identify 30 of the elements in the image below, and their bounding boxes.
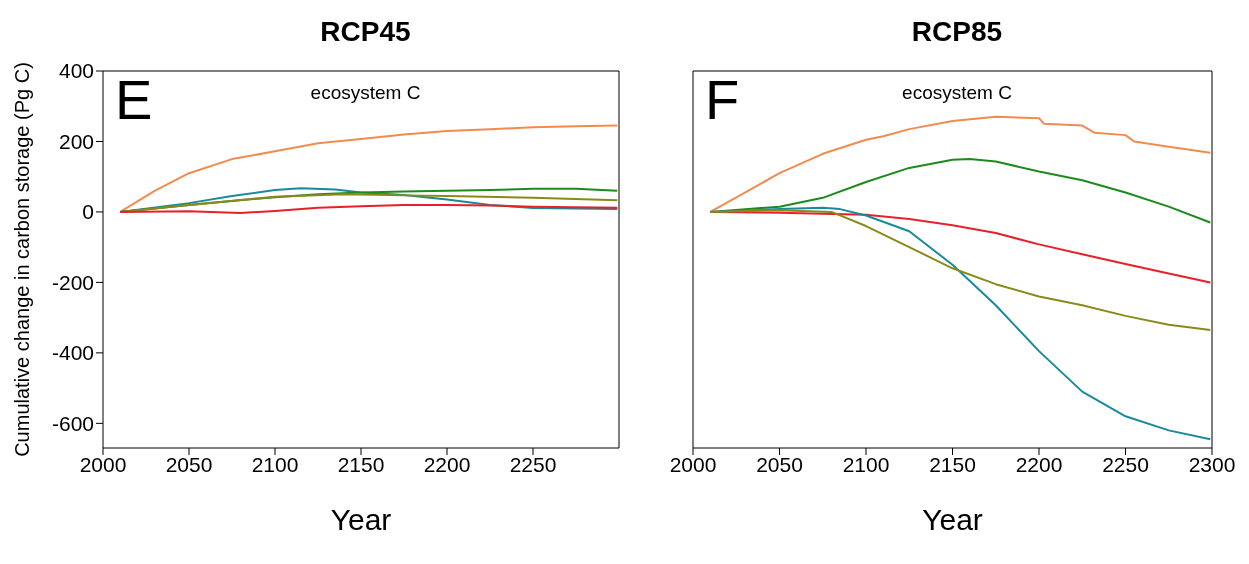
chart-title: RCP45 (319, 16, 412, 48)
x-tick-label: 2300 (1188, 452, 1236, 476)
x-tick-label: 2100 (842, 452, 890, 476)
y-tick-label: -200 (51, 270, 94, 294)
y-axis-title: Cumulative change in carbon storage (Pg C) (11, 62, 34, 457)
x-tick-label: 2100 (251, 452, 299, 476)
y-tick-label: 0 (82, 200, 94, 224)
x-tick-label: 2150 (929, 452, 976, 476)
x-tick-label: 2200 (423, 452, 471, 476)
x-axis-title: Year (922, 503, 983, 536)
y-tick-label: -400 (51, 341, 94, 365)
chart-title: RCP85 (910, 16, 1004, 48)
x-tick-label: 2000 (79, 452, 127, 476)
annotation: ecosystem C (902, 82, 1012, 103)
x-tick-label: 2200 (1015, 452, 1063, 476)
annotation: F (705, 68, 740, 131)
annotation: ecosystem C (310, 82, 421, 103)
x-tick-label: 2000 (669, 452, 717, 476)
x-axis-title: Year (330, 503, 392, 536)
x-tick-label: 2050 (165, 452, 213, 476)
line-series (119, 124, 619, 213)
line-series (119, 203, 619, 214)
annotation: E (115, 68, 153, 131)
y-tick-label: -600 (51, 411, 94, 435)
x-tick-label: 2250 (509, 452, 557, 476)
x-tick-label: 2250 (1102, 452, 1149, 476)
y-tick-label: 400 (58, 59, 94, 83)
x-tick-label: 2150 (337, 452, 385, 476)
x-tick-label: 2050 (756, 452, 803, 476)
y-tick-label: 200 (58, 129, 94, 153)
